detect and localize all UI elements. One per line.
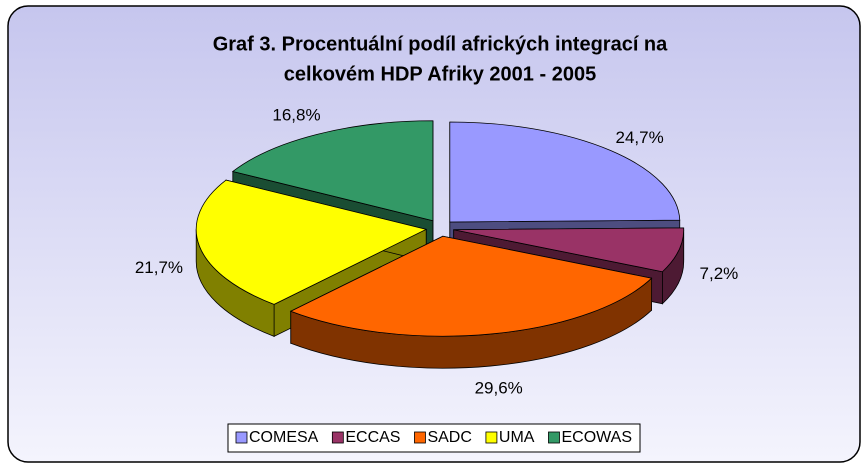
data-label: 24,7% [616, 128, 664, 147]
slice-top [195, 179, 428, 305]
chart-title: Graf 3. Procentuální podíl afrických int… [213, 33, 668, 55]
legend: COMESA ECCAS SADC UMA ECOWAS [227, 423, 641, 453]
chart-title: celkovém HDP Afriky 2001 - 2005 [284, 63, 596, 85]
legend-label: UMA [499, 429, 535, 446]
data-label: 7,2% [700, 264, 739, 283]
legend-swatch [235, 431, 248, 444]
legend-label: COMESA [249, 429, 319, 446]
legend-label: ECOWAS [561, 429, 632, 446]
legend-label: SADC [427, 429, 471, 446]
legend-swatch [548, 431, 560, 444]
data-label: 16,8% [272, 106, 320, 125]
chart-frame [7, 5, 861, 463]
slice-top [231, 120, 434, 222]
data-label: 21,7% [135, 258, 183, 277]
legend-swatch [414, 431, 426, 444]
legend-box [227, 423, 641, 453]
slice-top [449, 121, 681, 223]
legend-swatch [331, 431, 344, 444]
legend-swatch [485, 431, 498, 444]
pie-slice [289, 235, 653, 369]
data-label: 29,6% [475, 378, 523, 397]
slice-top [453, 227, 685, 273]
legend-label: ECCAS [345, 429, 400, 446]
slice-top [289, 235, 653, 337]
